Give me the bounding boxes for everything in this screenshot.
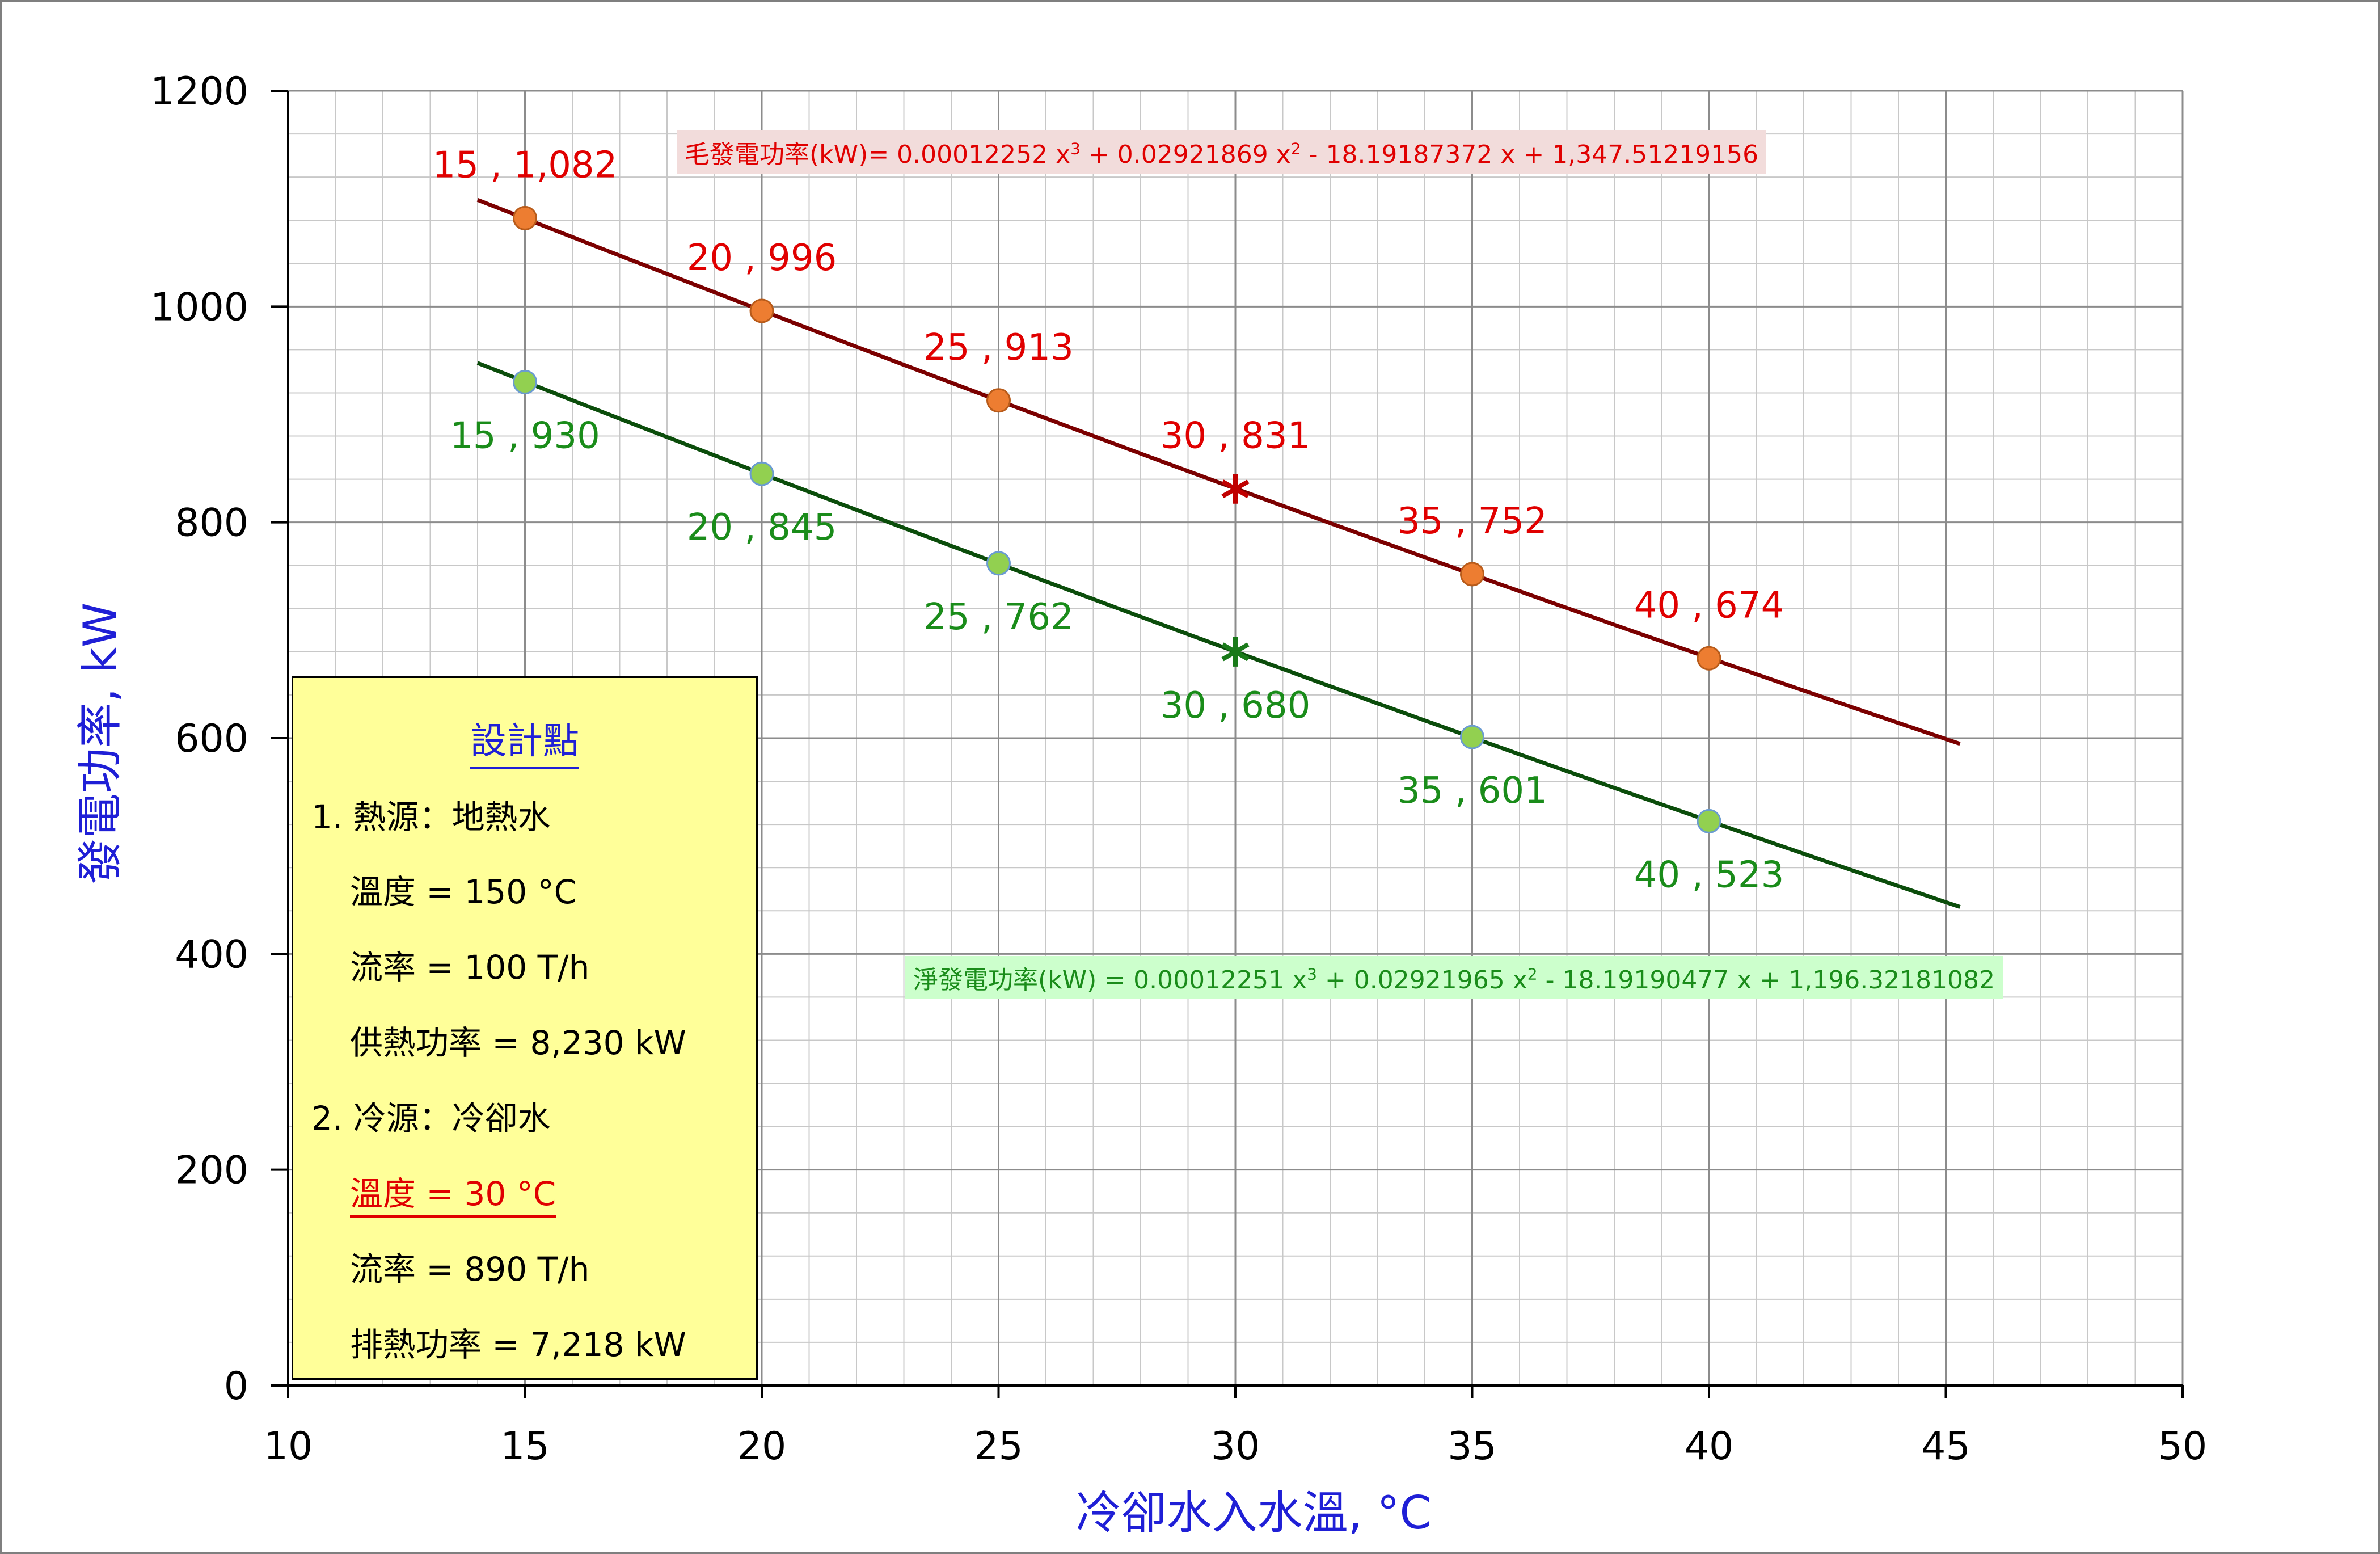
design-line-cold-temp: 溫度 = 30 °C [350, 1167, 556, 1218]
y-tick-labels: 0 200 400 600 800 1000 1200 [150, 69, 248, 1409]
x-tick-labels: 10 15 20 25 30 35 40 45 50 [264, 1424, 2208, 1469]
gross-marker [513, 205, 537, 230]
gross-eq-sup2: 2 [1290, 139, 1301, 158]
x-tick-label: 20 [737, 1424, 787, 1469]
net-eq-part2: + 0.02921965 x [1316, 966, 1527, 995]
x-tick-label: 35 [1448, 1424, 1497, 1469]
gross-data-label: 25 , 913 [923, 327, 1074, 369]
y-tick-label: 200 [175, 1148, 248, 1193]
gross-data-label: 40 , 674 [1634, 584, 1784, 626]
design-line-heat-flow: 流率 = 100 T/h [350, 948, 590, 987]
design-line-cold-flow: 流率 = 890 T/h [350, 1250, 590, 1288]
gross-data-label: 35 , 752 [1397, 500, 1547, 542]
gross-eq-part1: 毛發電功率(kW)= 0.00012252 x [685, 140, 1071, 169]
net-data-label: 20 , 845 [687, 507, 837, 549]
net-design-point-marker [1221, 637, 1250, 667]
gross-eq-part2: + 0.02921869 x [1080, 140, 1291, 169]
net-data-label: 35 , 601 [1397, 770, 1547, 812]
x-tick-label: 25 [974, 1424, 1023, 1469]
gross-equation-label: 毛發電功率(kW)= 0.00012252 x3 + 0.02921869 x2… [677, 130, 1767, 174]
x-tick-label: 15 [500, 1424, 550, 1469]
gross-marker [1460, 562, 1484, 587]
data-labels: 15 , 1,082 20 , 996 25 , 913 30 , 831 35 , 7… [433, 144, 1784, 896]
net-marker [1697, 808, 1721, 833]
net-data-label: 25 , 762 [923, 596, 1074, 638]
design-line-heat-power: 供熱功率 = 8,230 kW [350, 1024, 686, 1062]
x-axis-title: 冷卻水入水溫, °C [1075, 1486, 1432, 1539]
net-marker [513, 369, 537, 394]
design-line-cold-source: 2. 冷源：冷卻水 [311, 1099, 551, 1138]
net-eq-part1: 淨發電功率(kW) = 0.00012251 x [913, 966, 1307, 995]
net-eq-part3: - 18.19190477 x + 1,196.32181082 [1537, 966, 1995, 995]
net-eq-sup3: 3 [1307, 965, 1317, 984]
y-tick-label: 800 [175, 501, 248, 546]
y-tick-label: 400 [175, 932, 248, 977]
design-line-heat-temp: 溫度 = 150 °C [350, 873, 577, 911]
y-tick-label: 1000 [150, 285, 248, 330]
gross-fit-line [476, 198, 1961, 746]
design-line-cold-temp-text: 溫度 = 30 °C [350, 1174, 556, 1218]
x-tick-label: 45 [1921, 1424, 1970, 1469]
gross-eq-part3: - 18.19187372 x + 1,347.51219156 [1301, 140, 1759, 169]
gross-data-label: 30 , 831 [1161, 415, 1311, 457]
design-point-box: 設計點 1. 熱源：地熱水 溫度 = 150 °C 流率 = 100 T/h 供… [292, 676, 758, 1380]
gross-marker [1697, 646, 1721, 671]
axes [271, 90, 2184, 1398]
y-tick-label: 0 [224, 1364, 248, 1409]
net-marker [749, 461, 774, 486]
gross-data-label: 20 , 996 [687, 237, 837, 279]
net-marker [1460, 725, 1484, 749]
net-star-stroke [1221, 642, 1250, 662]
gross-marker [986, 388, 1011, 413]
design-point-title: 設計點 [470, 721, 579, 769]
net-eq-sup2: 2 [1527, 965, 1538, 984]
x-tick-label: 30 [1211, 1424, 1260, 1469]
x-tick-label: 10 [264, 1424, 313, 1469]
gross-marker [749, 298, 774, 323]
design-point-title-wrap: 設計點 [293, 712, 756, 769]
gross-eq-sup3: 3 [1070, 139, 1081, 158]
net-data-label: 15 , 930 [450, 415, 600, 457]
gross-star-stroke [1221, 479, 1250, 499]
y-tick-label: 1200 [150, 69, 248, 114]
data-markers [513, 205, 1721, 833]
y-tick-label: 600 [175, 717, 248, 761]
net-data-label: 30 , 680 [1161, 685, 1311, 727]
design-line-reject-power: 排熱功率 = 7,218 kW [350, 1325, 686, 1364]
x-tick-label: 50 [2158, 1424, 2208, 1469]
y-axis-title: 發電功率, kW [74, 602, 126, 885]
net-data-label: 40 , 523 [1634, 854, 1784, 896]
design-line-heat-source: 1. 熱源：地熱水 [311, 798, 551, 836]
gross-data-label: 15 , 1,082 [433, 144, 618, 186]
net-equation-label: 淨發電功率(kW) = 0.00012251 x3 + 0.02921965 x… [905, 956, 2003, 999]
net-marker [986, 551, 1011, 576]
x-tick-label: 40 [1685, 1424, 1734, 1469]
gross-design-point-marker [1221, 474, 1250, 504]
